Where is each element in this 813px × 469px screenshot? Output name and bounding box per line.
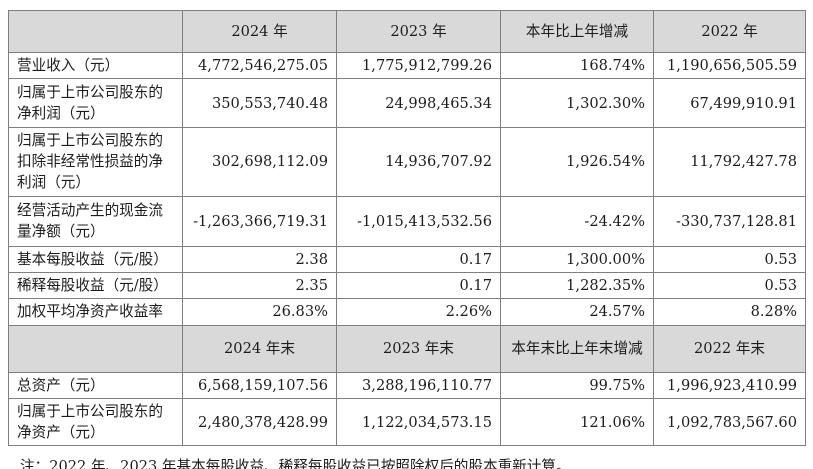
value-2023: 3,288,196,110.77 (336, 371, 501, 400)
value-2023: 24,998,465.34 (336, 78, 501, 129)
row-label: 总资产（元） (8, 371, 183, 400)
value-2022: 0.53 (653, 245, 806, 273)
value-2023: 2.26% (336, 297, 501, 326)
value-2023: 0.17 (336, 245, 501, 273)
value-2024: 2.38 (182, 245, 337, 273)
value-change: -24.42% (500, 195, 654, 247)
value-2024: 26.83% (182, 297, 337, 326)
row-label: 归属于上市公司股东的扣除非经常性损益的净利润（元） (8, 127, 183, 197)
value-change: 1,282.35% (500, 271, 654, 299)
footnote: 注：2022 年、2023 年基本每股收益、稀释每股收益已按照除权后的股本重新计… (20, 458, 571, 469)
table-row-revenue: 营业收入（元） 4,772,546,275.05 1,775,912,799.2… (8, 51, 806, 80)
row-label: 归属于上市公司股东的净利润（元） (8, 78, 183, 129)
value-2022: 1,092,783,567.60 (653, 398, 806, 447)
value-2024: 302,698,112.09 (182, 127, 337, 197)
row-label: 稀释每股收益（元/股） (8, 271, 183, 299)
row-label: 营业收入（元） (8, 51, 183, 80)
financial-summary-table: 2024 年 2023 年 本年比上年增减 2022 年 营业收入（元） 4,7… (8, 10, 806, 447)
value-2023: -1,015,413,532.56 (336, 195, 501, 247)
value-2024: 6,568,159,107.56 (182, 371, 337, 400)
row-label: 加权平均净资产收益率 (8, 297, 183, 326)
column-header-2022: 2022 年 (653, 10, 806, 53)
column-header-2024: 2024 年 (182, 10, 337, 53)
column-header-2023: 2023 年 (336, 10, 501, 53)
value-change: 121.06% (500, 398, 654, 447)
table-row-total-assets: 总资产（元） 6,568,159,107.56 3,288,196,110.77… (8, 371, 806, 400)
row-label: 归属于上市公司股东的净资产（元） (8, 398, 183, 447)
column-header-yoy-end-change: 本年末比上年末增减 (500, 324, 654, 373)
corner-empty-cell (8, 10, 183, 53)
row-label: 基本每股收益（元/股） (8, 245, 183, 273)
value-2022: 11,792,427.78 (653, 127, 806, 197)
table-row-diluted-eps: 稀释每股收益（元/股） 2.35 0.17 1,282.35% 0.53 (8, 271, 806, 299)
value-2023: 1,122,034,573.15 (336, 398, 501, 447)
value-change: 168.74% (500, 51, 654, 80)
table-row-weighted-avg-roe: 加权平均净资产收益率 26.83% 2.26% 24.57% 8.28% (8, 297, 806, 326)
value-change: 1,302.30% (500, 78, 654, 129)
corner-empty-cell (8, 324, 183, 373)
value-2022: 8.28% (653, 297, 806, 326)
column-header-2022-end: 2022 年末 (653, 324, 806, 373)
column-header-2024-end: 2024 年末 (182, 324, 337, 373)
value-2023: 1,775,912,799.26 (336, 51, 501, 80)
value-change: 1,300.00% (500, 245, 654, 273)
value-2024: 4,772,546,275.05 (182, 51, 337, 80)
value-2023: 14,936,707.92 (336, 127, 501, 197)
column-header-yoy-change: 本年比上年增减 (500, 10, 654, 53)
value-2022: 67,499,910.91 (653, 78, 806, 129)
value-2024: 2.35 (182, 271, 337, 299)
table-row-basic-eps: 基本每股收益（元/股） 2.38 0.17 1,300.00% 0.53 (8, 245, 806, 273)
value-2022: -330,737,128.81 (653, 195, 806, 247)
table-row-net-profit: 归属于上市公司股东的净利润（元） 350,553,740.48 24,998,4… (8, 78, 806, 129)
value-2022: 1,190,656,505.59 (653, 51, 806, 80)
value-2023: 0.17 (336, 271, 501, 299)
value-change: 24.57% (500, 297, 654, 326)
value-2024: -1,263,366,719.31 (182, 195, 337, 247)
column-header-2023-end: 2023 年末 (336, 324, 501, 373)
period-header-row: 2024 年 2023 年 本年比上年增减 2022 年 (8, 10, 806, 53)
value-2022: 0.53 (653, 271, 806, 299)
table-row-net-profit-excl-nonrecurring: 归属于上市公司股东的扣除非经常性损益的净利润（元） 302,698,112.09… (8, 127, 806, 197)
row-label: 经营活动产生的现金流量净额（元） (8, 195, 183, 247)
value-change: 1,926.54% (500, 127, 654, 197)
period-end-header-row: 2024 年末 2023 年末 本年末比上年末增减 2022 年末 (8, 324, 806, 373)
table-row-operating-cash-flow: 经营活动产生的现金流量净额（元） -1,263,366,719.31 -1,01… (8, 195, 806, 247)
value-2024: 2,480,378,428.99 (182, 398, 337, 447)
value-2022: 1,996,923,410.99 (653, 371, 806, 400)
table-row-net-assets: 归属于上市公司股东的净资产（元） 2,480,378,428.99 1,122,… (8, 398, 806, 447)
value-change: 99.75% (500, 371, 654, 400)
value-2024: 350,553,740.48 (182, 78, 337, 129)
